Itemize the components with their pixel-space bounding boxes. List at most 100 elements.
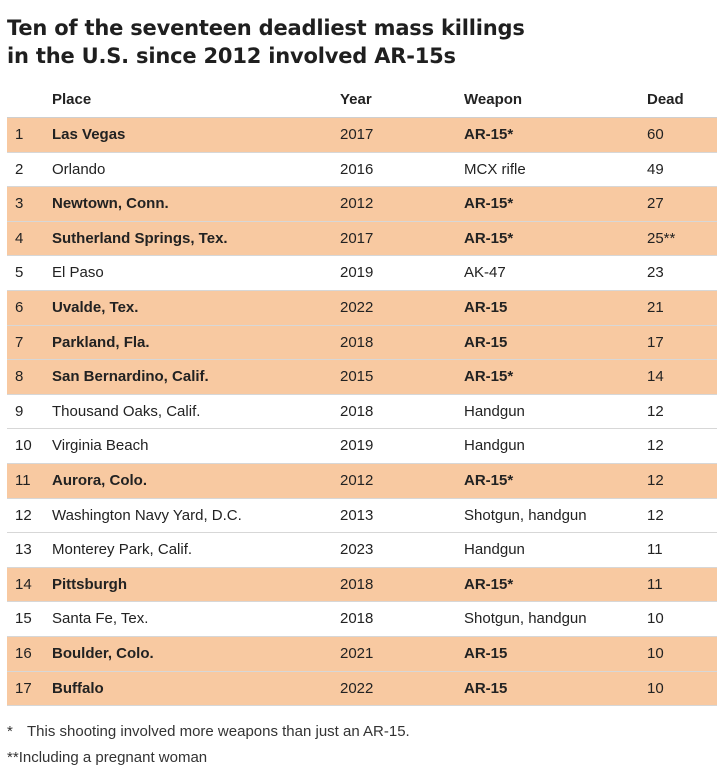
table-row: 13 Monterey Park, Calif. 2023 Handgun 11	[7, 533, 717, 568]
cell-dead: 11	[647, 541, 663, 559]
cell-dead: 17	[647, 333, 664, 351]
cell-dead: 10	[647, 644, 664, 662]
table-row: 14 Pittsburgh 2018 AR-15* 11	[7, 567, 717, 603]
chart-title: Ten of the seventeen deadliest mass kill…	[7, 14, 707, 70]
table-row: 8 San Bernardino, Calif. 2015 AR-15* 14	[7, 360, 717, 395]
cell-dead: 27	[647, 195, 664, 213]
cell-place: Washington Navy Yard, D.C.	[52, 506, 242, 524]
header-weapon: Weapon	[464, 91, 523, 108]
cell-weapon: Handgun	[464, 402, 525, 420]
table-row: 7 Parkland, Fla. 2018 AR-15 17	[7, 325, 717, 361]
cell-weapon: AR-15*	[464, 575, 514, 593]
cell-year: 2016	[340, 160, 374, 178]
cell-rank: 13	[15, 541, 32, 559]
cell-rank: 5	[15, 264, 24, 282]
table-row: 10 Virginia Beach 2019 Handgun 12	[7, 429, 717, 464]
table-row: 1 Las Vegas 2017 AR-15* 60	[7, 118, 717, 153]
cell-place: Las Vegas	[52, 126, 126, 143]
cell-weapon: Handgun	[464, 541, 525, 559]
cell-weapon: AR-15	[464, 333, 508, 351]
cell-dead: 10	[647, 610, 664, 628]
cell-weapon: AR-15	[464, 679, 508, 697]
cell-year: 2017	[340, 229, 374, 247]
cell-dead: 12	[647, 437, 664, 455]
cell-rank: 7	[15, 333, 24, 351]
table-row: 15 Santa Fe, Tex. 2018 Shotgun, handgun 10	[7, 602, 717, 637]
cell-weapon: MCX rifle	[464, 160, 526, 178]
header-year: Year	[340, 91, 372, 108]
title-line-1: Ten of the seventeen deadliest mass kill…	[7, 16, 525, 40]
table-row: 4 Sutherland Springs, Tex. 2017 AR-15* 25**	[7, 221, 717, 257]
cell-place: Buffalo	[52, 679, 104, 697]
cell-dead: 60	[647, 126, 664, 143]
cell-place: Virginia Beach	[52, 437, 149, 455]
table-row: 5 El Paso 2019 AK-47 23	[7, 256, 717, 291]
cell-place: El Paso	[52, 264, 104, 282]
cell-weapon: AR-15*	[464, 471, 514, 489]
cell-year: 2012	[340, 195, 374, 213]
table-row: 6 Uvalde, Tex. 2022 AR-15 21	[7, 290, 717, 326]
cell-place: Uvalde, Tex.	[52, 298, 139, 316]
cell-dead: 14	[647, 368, 664, 386]
cell-place: Sutherland Springs, Tex.	[52, 229, 228, 247]
cell-weapon: Shotgun, handgun	[464, 506, 587, 524]
cell-dead: 12	[647, 471, 664, 489]
cell-year: 2019	[340, 264, 374, 282]
header-dead: Dead	[647, 91, 684, 108]
table-row: 12 Washington Navy Yard, D.C. 2013 Shotgun,…	[7, 499, 717, 534]
cell-rank: 10	[15, 437, 32, 455]
cell-year: 2019	[340, 437, 374, 455]
cell-rank: 8	[15, 368, 24, 386]
cell-place: Monterey Park, Calif.	[52, 541, 193, 559]
table-row: 11 Aurora, Colo. 2012 AR-15* 12	[7, 463, 717, 499]
cell-weapon: AR-15*	[464, 229, 514, 247]
cell-weapon: AK-47	[464, 264, 506, 282]
cell-dead: 10	[647, 679, 664, 697]
cell-year: 2013	[340, 506, 374, 524]
cell-year: 2018	[340, 575, 374, 593]
cell-dead: 11	[647, 575, 663, 593]
cell-rank: 17	[15, 679, 32, 697]
cell-weapon: AR-15	[464, 644, 508, 662]
cell-place: Newtown, Conn.	[52, 195, 169, 213]
cell-year: 2018	[340, 402, 374, 420]
table-row: 16 Boulder, Colo. 2021 AR-15 10	[7, 636, 717, 672]
cell-weapon: AR-15*	[464, 126, 514, 143]
footnote-2-text: Including a pregnant woman	[18, 749, 208, 766]
cell-year: 2022	[340, 298, 374, 316]
cell-rank: 15	[15, 610, 32, 628]
cell-place: San Bernardino, Calif.	[52, 368, 209, 386]
footnote-1-mark: *	[7, 723, 13, 740]
cell-rank: 9	[15, 402, 24, 420]
cell-year: 2015	[340, 368, 374, 386]
cell-place: Thousand Oaks, Calif.	[52, 402, 201, 420]
cell-place: Santa Fe, Tex.	[52, 610, 149, 628]
cell-weapon: Handgun	[464, 437, 525, 455]
cell-rank: 3	[15, 195, 24, 213]
cell-rank: 16	[15, 644, 32, 662]
table-row: 9 Thousand Oaks, Calif. 2018 Handgun 12	[7, 395, 717, 430]
cell-dead: 25**	[647, 229, 676, 247]
cell-rank: 14	[15, 575, 32, 593]
cell-place: Orlando	[52, 160, 106, 178]
footnote-2: **Including a pregnant woman	[7, 745, 410, 771]
cell-rank: 6	[15, 298, 24, 316]
cell-place: Parkland, Fla.	[52, 333, 150, 351]
cell-year: 2023	[340, 541, 374, 559]
table-row: 17 Buffalo 2022 AR-15 10	[7, 671, 717, 707]
cell-weapon: AR-15	[464, 298, 508, 316]
table-row: 2 Orlando 2016 MCX rifle 49	[7, 153, 717, 188]
cell-weapon: AR-15*	[464, 195, 514, 213]
cell-rank: 1	[15, 126, 24, 143]
cell-rank: 12	[15, 506, 32, 524]
cell-dead: 49	[647, 160, 664, 178]
cell-dead: 12	[647, 402, 664, 420]
cell-dead: 23	[647, 264, 664, 282]
cell-year: 2018	[340, 610, 374, 628]
cell-place: Pittsburgh	[52, 575, 127, 593]
table-body: 1 Las Vegas 2017 AR-15* 60 2 Orlando 2016 MCX ri…	[7, 118, 717, 707]
table-row: 3 Newtown, Conn. 2012 AR-15* 27	[7, 187, 717, 222]
cell-dead: 21	[647, 298, 664, 316]
data-table: Place Year Weapon Dead 1 Las Vegas 2017 AR-…	[7, 83, 717, 707]
cell-place: Aurora, Colo.	[52, 471, 148, 489]
